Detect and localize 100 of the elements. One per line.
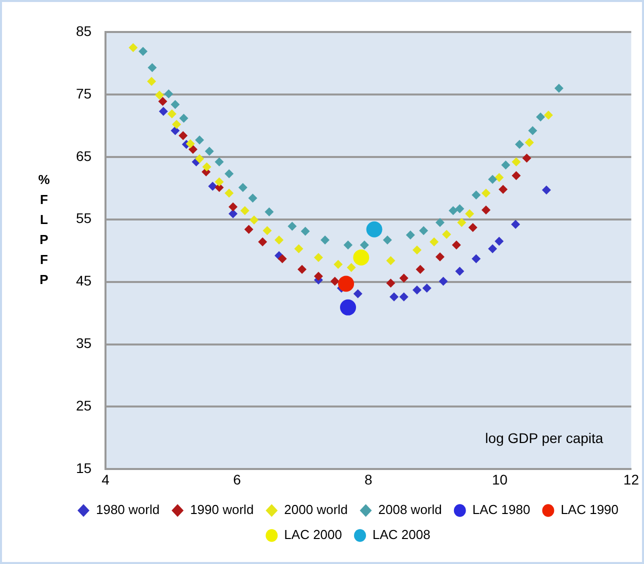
point: [482, 206, 491, 215]
point: [452, 240, 461, 250]
y-tick-label: 15: [76, 460, 92, 476]
point: [416, 264, 425, 274]
point: [240, 206, 250, 216]
point: [147, 76, 156, 86]
point: [344, 240, 353, 250]
point: [334, 260, 343, 269]
point: [158, 96, 168, 106]
x-tick-label: 6: [233, 471, 242, 488]
point: [170, 100, 180, 109]
point: [148, 63, 157, 72]
point: [353, 289, 362, 298]
x-tick-label: 12: [623, 471, 640, 488]
point: [494, 236, 504, 246]
point: [158, 106, 168, 116]
point: [224, 169, 234, 178]
point: [412, 285, 422, 294]
point: [455, 266, 464, 276]
point: [195, 154, 204, 164]
point: [214, 177, 224, 186]
legend-label: 2000 world: [284, 502, 348, 518]
point: [465, 209, 474, 218]
point: [250, 215, 259, 224]
point: [494, 173, 504, 182]
point: [208, 182, 218, 191]
point: [224, 188, 234, 198]
point: [442, 230, 452, 239]
point: [330, 276, 340, 286]
point: [544, 110, 553, 120]
x-axis-title: log GDP per capita: [485, 430, 604, 446]
point: [448, 206, 458, 216]
point: [274, 235, 284, 244]
y-tick-label: 55: [76, 210, 92, 226]
point: [314, 252, 323, 262]
point: [238, 183, 248, 192]
point: [170, 126, 180, 136]
point: [436, 252, 445, 262]
point: [536, 112, 546, 122]
point: [340, 299, 356, 316]
point: [314, 272, 323, 281]
point: [338, 276, 354, 292]
x-tick-label: 8: [364, 471, 372, 488]
point: [346, 262, 356, 272]
y-tick-label: 65: [76, 148, 92, 164]
point: [262, 226, 272, 236]
point: [412, 245, 422, 254]
point: [353, 249, 370, 266]
point: [399, 274, 408, 283]
point: [430, 237, 439, 246]
point: [390, 292, 399, 302]
point: [138, 46, 148, 56]
point: [386, 256, 396, 266]
y-tick-label: 45: [76, 272, 92, 289]
legend-label: 1990 world: [190, 502, 254, 518]
point: [228, 209, 238, 218]
point: [468, 222, 478, 232]
point: [195, 136, 204, 145]
point: [154, 90, 164, 100]
point: [501, 160, 510, 170]
point: [522, 154, 532, 163]
legend-label: LAC 1980: [472, 502, 530, 518]
point: [202, 162, 212, 172]
point: [248, 194, 258, 203]
point: [214, 157, 224, 166]
point: [512, 171, 521, 180]
point: [386, 278, 396, 288]
legend-label: LAC 2008: [372, 527, 430, 542]
point: [498, 184, 508, 194]
legend-label: 2008 world: [378, 502, 442, 518]
point: [511, 220, 520, 229]
point: [186, 139, 195, 148]
point: [422, 284, 432, 293]
point: [366, 221, 382, 238]
point: [288, 222, 297, 231]
legend-label: 1980 world: [96, 502, 160, 518]
point: [167, 109, 176, 118]
point: [172, 120, 182, 129]
point: [455, 204, 464, 214]
legend-label: LAC 2000: [284, 527, 342, 542]
point: [472, 254, 481, 264]
point: [164, 89, 174, 98]
point: [382, 235, 392, 244]
point: [399, 292, 408, 302]
y-tick-label: 35: [76, 335, 92, 352]
x-tick-label: 10: [492, 471, 508, 488]
y-tick-label: 25: [76, 398, 92, 414]
legend-label: LAC 1990: [560, 502, 619, 518]
point: [524, 138, 534, 148]
point: [528, 126, 538, 136]
point: [512, 157, 521, 166]
point: [298, 264, 307, 274]
point: [320, 235, 330, 244]
point: [179, 114, 188, 123]
point: [488, 244, 498, 254]
point: [244, 224, 254, 234]
point: [488, 174, 498, 184]
y-tick-label: 85: [76, 22, 92, 39]
point: [258, 237, 268, 246]
point: [515, 140, 524, 149]
